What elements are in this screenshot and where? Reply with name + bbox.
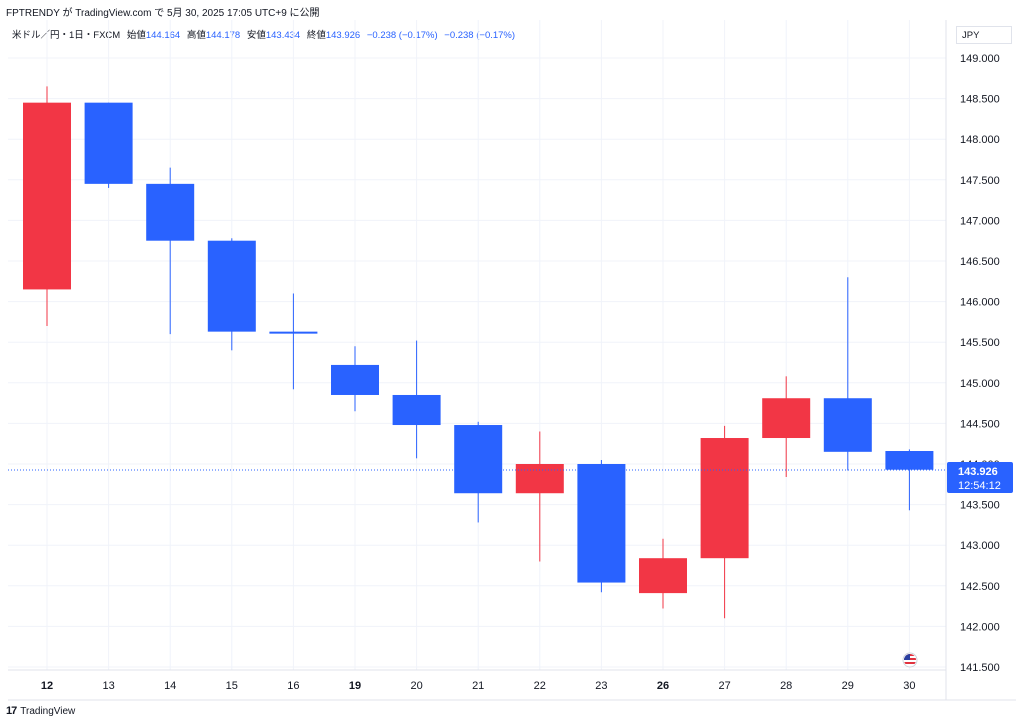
change-value-2: −0.238 (−0.17%) [444, 30, 516, 41]
candle-body [639, 558, 687, 594]
us-flag-icon[interactable] [902, 652, 918, 668]
date-tick-label: 12 [41, 680, 53, 692]
brand-name: TradingView [20, 705, 76, 717]
price-tick-label: 142.000 [960, 621, 1000, 633]
price-tick-label: 149.000 [960, 53, 1000, 65]
candle-13 [84, 102, 133, 188]
candle-body [515, 464, 564, 494]
price-tick-label: 145.000 [960, 378, 1000, 390]
grid-lines [8, 20, 946, 670]
high-value: 144.178 [205, 30, 241, 41]
ohlc-legend: 米ドル／円・1日・FXCM 始値144.164 高値144.178 安値143.… [12, 27, 515, 41]
candle-21 [454, 421, 503, 523]
candle-15 [207, 238, 256, 351]
date-tick-label: 15 [226, 680, 238, 692]
low-label: 安値 [246, 30, 266, 41]
candle-body [885, 451, 934, 470]
low-value: 143.434 [265, 30, 301, 41]
currency-button[interactable]: JPY [956, 26, 1012, 44]
open-value: 144.164 [145, 30, 181, 41]
candle-body [823, 398, 872, 452]
candle-23 [577, 459, 626, 593]
last-price-value: 143.926 [958, 466, 998, 478]
date-tick-label: 27 [718, 680, 730, 692]
date-tick-label: 20 [410, 680, 422, 692]
candle-body [207, 240, 256, 332]
date-tick-label: 29 [842, 680, 854, 692]
price-tick-label: 142.500 [960, 581, 1000, 593]
candle-body [454, 425, 503, 494]
date-tick-label: 28 [780, 680, 792, 692]
open-label: 始値 [126, 30, 146, 41]
axis-lines [8, 20, 1016, 701]
candles [23, 86, 934, 619]
bar-countdown: 12:54:12 [958, 480, 1001, 492]
candle-29 [823, 277, 872, 471]
price-tick-label: 146.000 [960, 297, 1000, 309]
candle-22 [515, 431, 564, 562]
price-axis: 149.000 148.500 148.000 147.500 147.000 146.5… [960, 53, 1000, 674]
price-tick-label: 148.500 [960, 94, 1000, 106]
candle-16 [269, 293, 318, 390]
price-tick-label: 145.500 [960, 337, 1000, 349]
date-tick-label: 30 [903, 680, 915, 692]
date-tick-label: 19 [349, 680, 361, 692]
candle-19 [331, 346, 379, 412]
price-tick-label: 144.500 [960, 418, 1000, 430]
price-tick-label: 148.000 [960, 134, 1000, 146]
candle-body [23, 102, 71, 290]
candle-body [84, 102, 133, 184]
candle-30 [885, 449, 934, 511]
close-label: 終値 [306, 30, 326, 41]
date-tick-label: 16 [287, 680, 299, 692]
price-tick-label: 141.500 [960, 662, 1000, 674]
candle-20 [392, 340, 441, 459]
last-price-tag [947, 462, 1013, 494]
candle-12 [23, 86, 71, 326]
candle-body [269, 331, 318, 334]
date-tick-label: 13 [102, 680, 114, 692]
candle-27 [700, 425, 749, 619]
date-tick-label: 23 [595, 680, 607, 692]
candle-14 [146, 167, 195, 335]
time-axis: 12 13 14 15 16 19 20 21 22 23 26 27 28 29 30 [41, 680, 916, 692]
price-tick-label: 147.500 [960, 175, 1000, 187]
published-line: FPTRENDY が TradingView.com で 5月 30, 2025… [6, 8, 320, 19]
candle-body [700, 438, 749, 559]
symbol-label[interactable]: 米ドル／円・1日・FXCM [12, 30, 121, 41]
candle-28 [762, 376, 811, 477]
candle-26 [639, 538, 687, 609]
candle-body [762, 398, 811, 439]
price-tick-label: 146.500 [960, 256, 1000, 268]
brand-footer[interactable]: 17 TradingView [6, 705, 75, 717]
candle-body [146, 183, 195, 241]
price-tick-label: 143.500 [960, 500, 1000, 512]
date-tick-label: 26 [657, 680, 669, 692]
last-price-line: 143.926 12:54:12 [8, 462, 1013, 494]
close-value: 143.926 [325, 30, 361, 41]
candle-body [577, 464, 626, 583]
tradingview-logo-icon: 17 [6, 705, 17, 717]
candle-body [331, 364, 379, 395]
high-label: 高値 [186, 30, 206, 41]
date-tick-label: 22 [534, 680, 546, 692]
candle-body [392, 394, 441, 426]
date-tick-label: 14 [164, 680, 176, 692]
date-tick-label: 21 [472, 680, 484, 692]
change-value: −0.238 (−0.17%) [366, 30, 438, 41]
price-tick-label: 147.000 [960, 215, 1000, 227]
price-tick-label: 143.000 [960, 540, 1000, 552]
